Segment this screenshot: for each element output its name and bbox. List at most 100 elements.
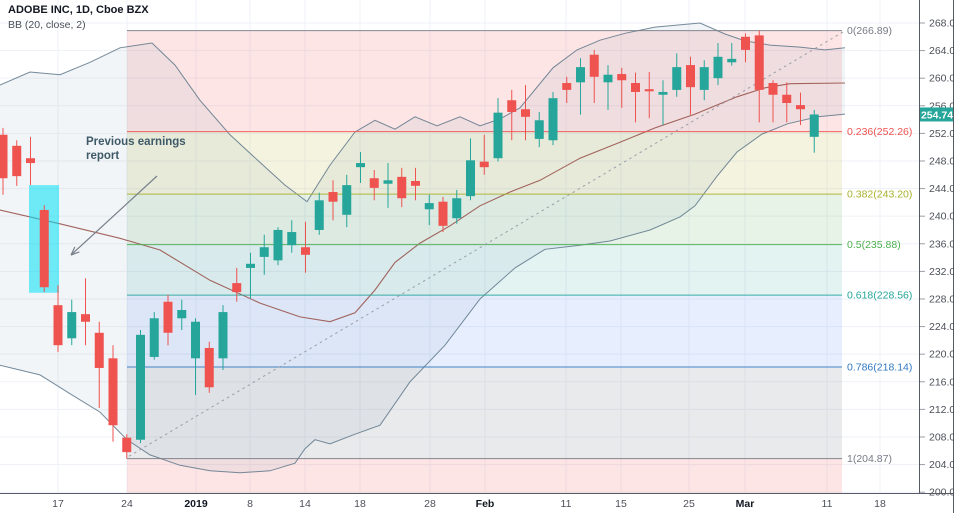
time-tick-label: 14 — [299, 498, 311, 510]
candle-body — [548, 98, 558, 141]
fib-zone — [127, 244, 842, 296]
price-tick-label: 216.00 — [929, 376, 954, 388]
candle-body — [754, 35, 764, 90]
candle-body — [39, 209, 49, 288]
candle-body — [12, 145, 22, 177]
time-tick-label: 18 — [874, 498, 886, 510]
time-tick-label: Feb — [476, 498, 495, 510]
candle-body — [411, 180, 420, 186]
fib-zones — [127, 30, 842, 493]
price-tick-label: 248.00 — [929, 155, 954, 167]
candle-body — [631, 83, 640, 92]
candle-body — [452, 198, 462, 219]
fib-zone-below-1 — [127, 458, 842, 493]
candle-body — [713, 56, 723, 79]
bb-upper-line — [0, 22, 846, 203]
candle-body — [108, 358, 118, 426]
candle-body — [0, 134, 8, 179]
candle-body — [424, 203, 434, 210]
candle-body — [383, 180, 393, 184]
candle-body — [191, 321, 200, 359]
time-tick-label: 18 — [354, 498, 366, 510]
candle-body — [273, 229, 283, 261]
price-tick-label: 236.00 — [929, 238, 954, 250]
candle-body — [658, 91, 668, 95]
symbol-title[interactable]: ADOBE INC, 1D, Cboe BZX — [8, 4, 149, 16]
candle-body — [94, 332, 104, 368]
annotation-arrow[interactable] — [70, 175, 158, 256]
time-tick-label: 2019 — [184, 498, 208, 510]
price-tick-label: 208.00 — [929, 431, 954, 443]
earnings-annotation-text[interactable]: Previous earnings report — [86, 136, 186, 162]
candle-body — [617, 74, 627, 81]
x-axis[interactable]: 17 24 2019 8 14 18 28 Feb 11 15 25 Mar 11 18 — [0, 493, 954, 511]
price-tick-label: 228.00 — [929, 293, 954, 305]
candle-body — [397, 176, 407, 199]
last-price-label: 254.74 — [921, 109, 953, 121]
fib-level-label: 0.786(218.14) — [847, 362, 912, 374]
fib-labels: 0(266.89) 0.236(252.26) 0.382(243.20) 0.5(2… — [847, 25, 912, 465]
candle-body — [782, 94, 792, 104]
candle-body — [644, 89, 654, 92]
fib-zone — [127, 194, 842, 245]
candle-body — [768, 83, 778, 95]
candle-body — [479, 161, 489, 168]
fib-level-label: 0(266.89) — [847, 25, 892, 37]
time-tick-label: 17 — [52, 498, 64, 510]
candle-body — [672, 67, 682, 90]
price-tick-label: 240.00 — [929, 211, 954, 223]
candle-body — [67, 312, 77, 339]
fib-lines — [127, 30, 842, 460]
price-tick-label: 200.00 — [929, 487, 954, 499]
fib-level-label: 1(204.87) — [847, 453, 892, 465]
candle-body — [287, 232, 297, 246]
fib-level-label: 0.5(235.88) — [847, 239, 901, 251]
time-tick-label: 28 — [424, 498, 436, 510]
candle-body — [521, 109, 530, 117]
time-tick-label: 24 — [121, 498, 133, 510]
price-tick-label: 244.00 — [929, 183, 954, 195]
candles[interactable] — [0, 30, 819, 459]
candle-body — [507, 100, 517, 112]
fib-zone — [127, 295, 842, 368]
candle-body — [356, 163, 365, 168]
candle-body — [466, 160, 475, 197]
time-tick-label: 25 — [683, 498, 695, 510]
candle-body — [369, 178, 379, 188]
candle-body — [699, 67, 709, 90]
candle-body — [204, 347, 214, 388]
candle-body — [122, 437, 132, 453]
price-tick-label: 268.00 — [929, 17, 954, 29]
candle-body — [26, 158, 35, 164]
fib-level-label: 0.618(228.56) — [847, 290, 912, 302]
candle-body — [328, 192, 338, 202]
candle-body — [796, 105, 805, 110]
candle-body — [246, 263, 255, 268]
y-axis[interactable]: 268.00264.00260.00256.00252.00248.00244.… — [919, 0, 954, 513]
fib-level-label: 0.382(243.20) — [847, 189, 912, 201]
candle-body — [741, 36, 750, 50]
candle-body — [218, 312, 228, 359]
chart-legend: ADOBE INC, 1D, Cboe BZX BB (20, close, 2… — [8, 4, 149, 32]
time-tick-label: 15 — [615, 498, 627, 510]
candle-body — [342, 185, 352, 215]
candle-body — [576, 67, 585, 83]
price-tick-label: 260.00 — [929, 73, 954, 85]
fib-level-label: 0.236(252.26) — [847, 126, 912, 138]
arrowhead — [70, 251, 80, 256]
candle-body — [81, 314, 90, 322]
price-tick-label: 232.00 — [929, 266, 954, 278]
candle-body — [301, 247, 310, 255]
time-tick-label: 8 — [247, 498, 253, 510]
fib-trendline[interactable] — [128, 31, 844, 457]
indicator-label[interactable]: BB (20, close, 2) — [8, 18, 86, 31]
time-tick-label: 11 — [561, 498, 572, 510]
candle-body — [259, 247, 269, 257]
price-tick-label: 224.00 — [929, 321, 954, 333]
candle-body — [438, 201, 448, 226]
candle-body — [603, 74, 613, 83]
arrowhead — [70, 246, 76, 256]
price-tick-label: 204.00 — [929, 459, 954, 471]
